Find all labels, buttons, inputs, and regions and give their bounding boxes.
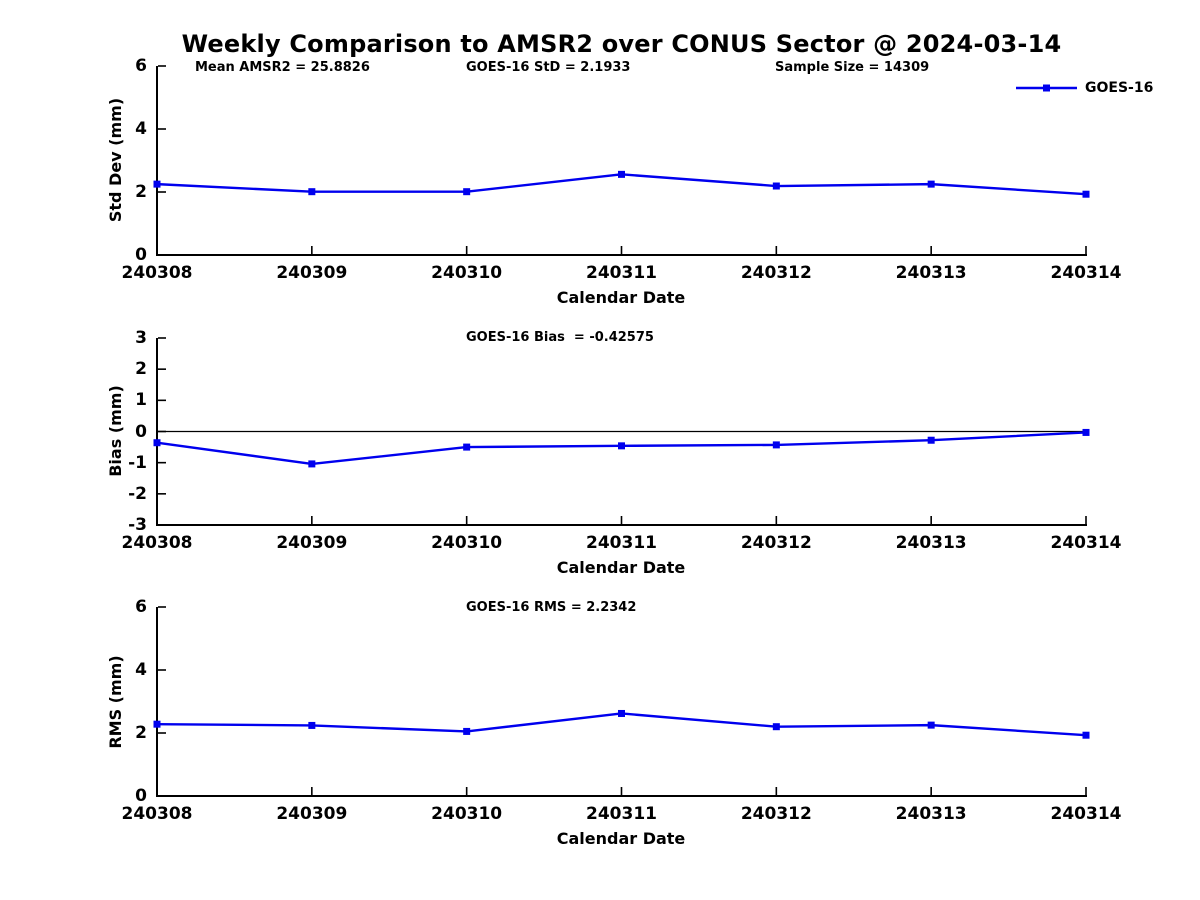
figure-title: Weekly Comparison to AMSR2 over CONUS Se… (181, 30, 1062, 58)
x-tick-label: 240311 (586, 533, 657, 553)
data-point-marker (463, 727, 471, 735)
legend-goes16 (1016, 84, 1077, 92)
x-tick-label: 240309 (276, 804, 348, 824)
y-tick-label: -1 (128, 452, 147, 473)
x-axis-label-bias: Calendar Date (556, 558, 686, 577)
data-point-marker (618, 442, 625, 450)
x-tick-label: 240313 (895, 263, 967, 283)
data-point-marker (308, 188, 316, 196)
x-axis-label-rms: Calendar Date (556, 829, 686, 848)
y-tick-label: 0 (135, 786, 147, 806)
data-point-marker (1082, 190, 1090, 198)
data-point-marker (927, 721, 935, 729)
y-tick-label: 6 (135, 56, 147, 76)
x-tick-label: 240310 (431, 263, 503, 283)
x-tick-label: 240313 (895, 533, 967, 553)
data-point-marker (772, 182, 780, 190)
x-tick-label: 240312 (740, 804, 812, 824)
subplot-bias (153, 337, 1090, 526)
data-point-marker (308, 721, 316, 729)
y-tick-label: 4 (135, 119, 147, 139)
data-point-marker (927, 180, 935, 188)
x-tick-label: 240308 (121, 804, 193, 824)
x-tick-label: 240310 (431, 533, 503, 553)
subplot-std-dev (153, 65, 1090, 256)
x-tick-label: 240314 (1050, 533, 1122, 553)
data-point-marker (1082, 731, 1090, 739)
data-point-marker (463, 443, 471, 451)
y-tick-label: 0 (135, 421, 147, 442)
data-point-marker (1082, 428, 1090, 436)
x-tick-label: 240308 (121, 533, 193, 553)
annotation-goes16-rms: GOES-16 RMS = 2.2342 (466, 600, 637, 615)
x-tick-label: 240308 (121, 263, 193, 283)
x-tick-label: 240314 (1050, 804, 1122, 824)
y-tick-label: 6 (135, 597, 147, 617)
data-point-marker (308, 460, 316, 468)
x-axis-label-std-dev: Calendar Date (556, 288, 686, 307)
data-point-marker (772, 723, 780, 731)
x-tick-label: 240314 (1050, 263, 1122, 283)
data-point-marker (618, 709, 625, 717)
y-tick-label: 2 (135, 723, 147, 743)
annotation-goes16-std: GOES-16 StD = 2.1933 (466, 60, 631, 75)
annotation-goes16-bias: GOES-16 Bias = -0.42575 (466, 330, 654, 345)
x-tick-label: 240309 (276, 533, 348, 553)
y-tick-label: 1 (135, 390, 147, 411)
y-tick-label: 2 (135, 359, 147, 380)
legend-label: GOES-16 (1085, 80, 1154, 96)
subplot-rms (153, 606, 1090, 797)
data-point-marker (153, 180, 161, 188)
annotation-sample-size: Sample Size = 14309 (775, 60, 930, 75)
x-tick-label: 240312 (740, 263, 812, 283)
y-tick-label: -2 (128, 483, 147, 504)
x-tick-label: 240311 (586, 804, 657, 824)
data-point-marker (927, 436, 935, 444)
y-tick-label: 4 (135, 660, 147, 680)
data-point-marker (153, 439, 161, 447)
y-tick-label: -3 (128, 515, 147, 535)
x-tick-label: 240311 (586, 263, 657, 283)
x-tick-label: 240313 (895, 804, 967, 824)
data-point-marker (153, 720, 161, 728)
x-tick-label: 240309 (276, 263, 348, 283)
annotation-mean-amsr2: Mean AMSR2 = 25.8826 (195, 60, 370, 75)
data-point-marker (618, 170, 625, 178)
y-tick-label: 2 (135, 182, 147, 202)
legend-marker-icon (1043, 84, 1050, 92)
x-tick-label: 240312 (740, 533, 812, 553)
data-point-marker (772, 441, 780, 449)
y-tick-label: 3 (135, 328, 147, 348)
y-tick-label: 0 (135, 245, 147, 265)
data-point-marker (463, 188, 471, 196)
x-tick-label: 240310 (431, 804, 503, 824)
